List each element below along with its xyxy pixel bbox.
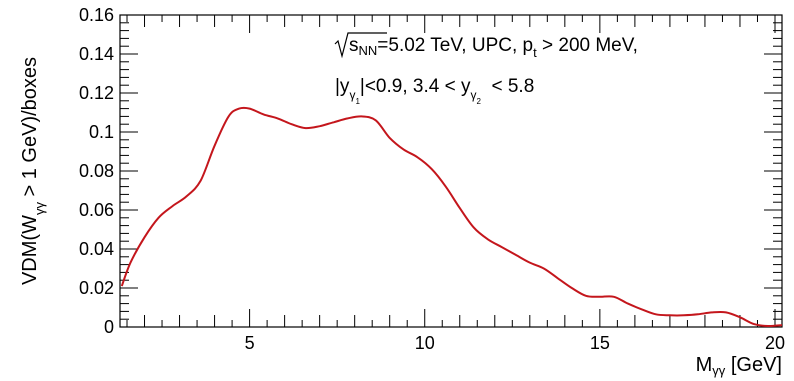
x-tick-label: 5 bbox=[245, 333, 255, 353]
y-tick-label: 0.12 bbox=[79, 83, 114, 103]
annotation-subsub1: 1 bbox=[355, 97, 360, 106]
x-tick-label: 20 bbox=[765, 333, 785, 353]
y-axis-label: VDM(Wγγ > 1 GeV)/boxes bbox=[19, 57, 47, 285]
axes-layer: 0 0.02 0.04 0.06 0.08 0.1 0.12 0.14 0.16 5 10 15 20 bbox=[79, 5, 785, 353]
x-tick-label: 15 bbox=[590, 333, 610, 353]
x-axis-label-unit: [GeV] bbox=[725, 354, 782, 376]
annotation-pt-sub: t bbox=[533, 45, 537, 60]
annotation-rest: =5.02 TeV, UPC, p bbox=[377, 35, 533, 56]
annotation-subsub2: 2 bbox=[476, 97, 481, 106]
annotation-sub2: γ bbox=[470, 88, 476, 102]
annotation-sub1: γ bbox=[349, 88, 355, 102]
x-axis-label: Mγγ [GeV] bbox=[696, 354, 782, 378]
series-line bbox=[120, 106, 783, 328]
x-axis-label-main: M bbox=[696, 354, 713, 376]
y-axis-label-post: > 1 GeV)/boxes bbox=[19, 57, 41, 202]
sqrt-symbol bbox=[334, 32, 387, 59]
y-tick-label: 0.06 bbox=[79, 200, 114, 220]
x-tick-label: 10 bbox=[415, 333, 435, 353]
y-tick-label: 0.04 bbox=[79, 239, 114, 259]
plot-frame bbox=[119, 14, 783, 328]
annotation-part1: |y bbox=[335, 76, 350, 97]
annotation-part3: < 5.8 bbox=[481, 76, 534, 97]
annotation-sqrt-arg: s bbox=[349, 35, 359, 56]
annotation-line-1: sNN=5.02 TeV, UPC, pt > 200 MeV, bbox=[349, 35, 638, 60]
annotation-line-2: |yγ1|<0.9, 3.4 < yγ2 < 5.8 bbox=[335, 76, 534, 106]
annotation-sqrt-sub: NN bbox=[359, 43, 378, 58]
annotation-rest2: > 200 MeV, bbox=[537, 35, 638, 56]
y-axis-label-sub: γγ bbox=[32, 202, 47, 216]
y-tick-label: 0 bbox=[104, 317, 114, 337]
y-tick-label: 0.14 bbox=[79, 44, 114, 64]
y-axis-label-pre: VDM(W bbox=[19, 215, 41, 285]
y-tick-label: 0.1 bbox=[89, 122, 114, 142]
y-tick-label: 0.02 bbox=[79, 278, 114, 298]
annotation-part2: |<0.9, 3.4 < y bbox=[360, 76, 471, 97]
x-axis-label-sub: γγ bbox=[712, 363, 726, 378]
y-tick-label: 0.16 bbox=[79, 5, 114, 25]
y-tick-label: 0.08 bbox=[79, 161, 114, 181]
